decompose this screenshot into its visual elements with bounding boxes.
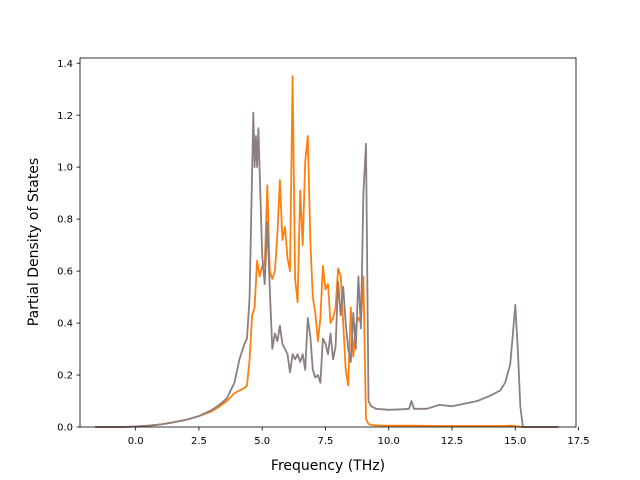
plot-layer	[95, 75, 559, 428]
x-tick-label: 12.5	[441, 436, 463, 447]
y-tick-label: 0.2	[57, 371, 73, 382]
y-tick-label: 0.4	[57, 319, 73, 330]
y-tick-label: 0.6	[57, 267, 73, 278]
x-axis-title: Frequency (THz)	[271, 458, 385, 474]
x-tick-label: 5.0	[254, 436, 270, 447]
y-tick-label: 0.8	[57, 215, 73, 226]
x-axis: 0.0 2.5 5.0 7.5 10.0 12.5 15.0 17.5	[128, 427, 590, 447]
x-tick-label: 2.5	[191, 436, 207, 447]
x-tick-label: 10.0	[378, 436, 400, 447]
y-tick-label: 1.0	[57, 163, 73, 174]
y-axis: 0.0 0.2 0.4 0.6 0.8 1.0 1.2 1.4	[57, 59, 80, 434]
y-tick-label: 1.2	[57, 111, 73, 122]
series-line-2	[95, 111, 559, 428]
plot-frame	[79, 57, 577, 428]
y-axis-title: Partial Density of States	[26, 158, 42, 326]
y-tick-label: 0.0	[57, 423, 73, 434]
x-tick-label: 17.5	[567, 436, 589, 447]
x-tick-label: 0.0	[128, 436, 144, 447]
x-tick-label: 15.0	[504, 436, 526, 447]
series-line-1	[95, 75, 559, 428]
y-tick-label: 1.4	[57, 59, 73, 70]
x-tick-label: 7.5	[318, 436, 334, 447]
